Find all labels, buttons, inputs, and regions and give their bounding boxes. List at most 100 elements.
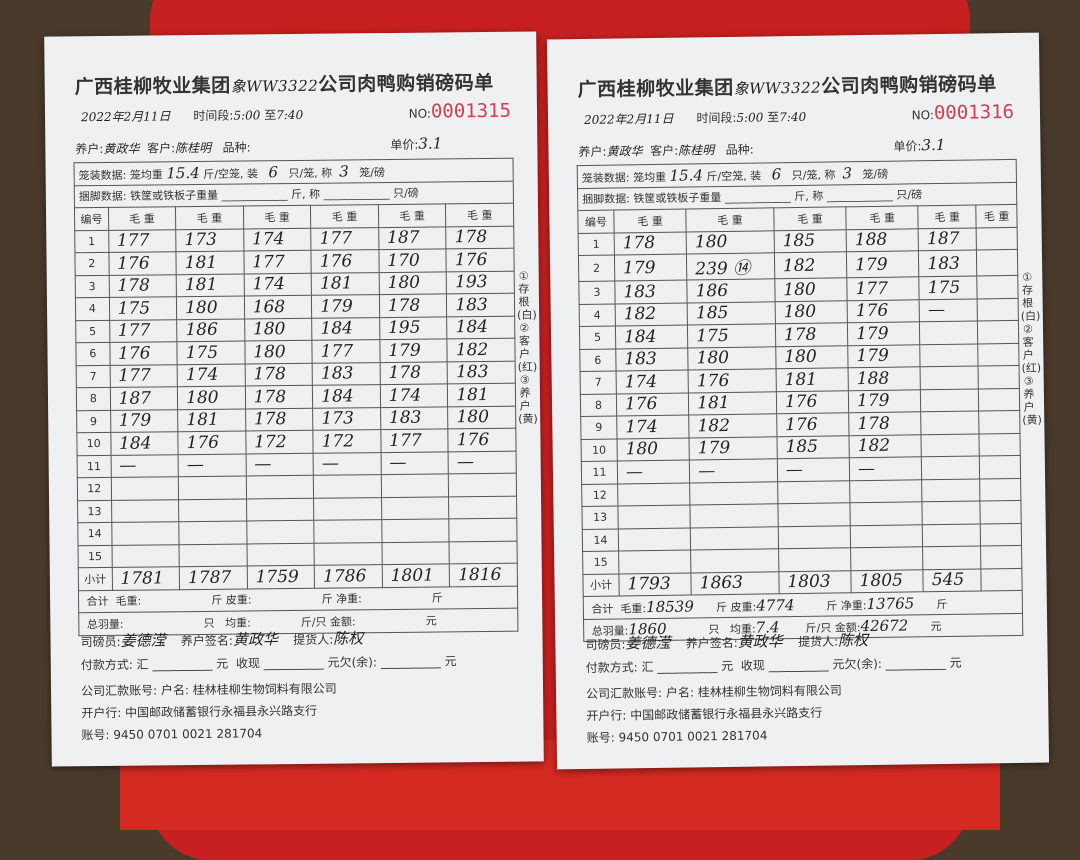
row-number: 15 xyxy=(583,551,619,574)
weight-cell: 179 xyxy=(689,436,777,460)
weight-cell xyxy=(179,499,247,522)
weight-cell: 180 xyxy=(244,318,312,341)
weight-cell xyxy=(850,479,923,503)
weight-cell: 182 xyxy=(689,414,777,438)
subtotal-cell: 1805 xyxy=(851,569,924,593)
weight-cell: 177 xyxy=(109,319,177,342)
weigher-label: 司磅员: xyxy=(80,635,120,649)
weight-cell: — xyxy=(178,454,246,477)
cash-label: 收现 xyxy=(236,656,260,670)
row-number: 1 xyxy=(75,230,109,253)
unit: 斤 xyxy=(321,593,332,606)
time-to: 7:40 xyxy=(779,110,806,124)
weight-cell xyxy=(923,546,981,569)
weight-cell xyxy=(979,455,1020,478)
row-number: 5 xyxy=(76,320,110,343)
weight-cell: 195 xyxy=(379,316,447,339)
time-from: 5:00 xyxy=(233,108,260,122)
per-cage: 6 xyxy=(268,163,278,181)
weight-cell xyxy=(980,500,1021,523)
weight-cell: 172 xyxy=(313,430,381,453)
weight-cell xyxy=(978,320,1019,343)
breed-label: 品种: xyxy=(726,143,754,157)
customer-value: 陈桂明 xyxy=(175,141,211,155)
weight-cell xyxy=(449,473,517,496)
date-time-line: 2022年2月11日 时间段:5:00 至7:40 xyxy=(81,106,303,125)
subtotal-cell: 1786 xyxy=(314,565,382,588)
weight-cell: 180 xyxy=(776,345,849,369)
weight-cell xyxy=(977,249,1018,276)
weight-cell: 180 xyxy=(177,296,245,319)
row-number: 12 xyxy=(77,477,111,500)
weight-cell: 179 xyxy=(848,344,921,368)
weight-cell: 183 xyxy=(616,348,689,372)
weight-cell: — xyxy=(617,460,690,484)
subtotal-cell: 545 xyxy=(923,568,981,591)
serial-number: NO:0001315 xyxy=(409,100,512,123)
cage-label: 笼/磅 xyxy=(359,166,385,179)
weight-cell: 181 xyxy=(311,272,379,295)
weight-cell: 177 xyxy=(110,364,178,387)
weight-cell xyxy=(977,298,1018,321)
weight-cell: 180 xyxy=(688,346,776,370)
owe-label: 元欠(余): xyxy=(832,657,882,672)
cage-label: 斤/空笼, 装 xyxy=(706,169,761,183)
unit: 元 xyxy=(216,657,228,671)
weight-cell: 175 xyxy=(919,276,977,299)
weight-cell xyxy=(980,523,1021,546)
weight-cell: 181 xyxy=(178,409,246,432)
weight-cell xyxy=(778,525,851,549)
customer-label: 客户: xyxy=(147,141,175,155)
weight-cell: 179 xyxy=(848,322,921,346)
weight-cell: 181 xyxy=(689,391,777,415)
title-handwritten-code: 象WW3322 xyxy=(734,79,822,98)
weight-cell: 175 xyxy=(688,324,776,348)
unit: 元 xyxy=(930,620,941,633)
farmer-sign-label: 养户签名: xyxy=(686,636,738,651)
weight-cell: 173 xyxy=(176,229,244,252)
weight-cell xyxy=(778,548,851,572)
time-label: 时间段: xyxy=(696,111,736,126)
weight-cell: 180 xyxy=(617,438,690,462)
tare-label: 皮重: xyxy=(731,600,757,613)
price-label: 单价: xyxy=(390,138,418,152)
weight-cell xyxy=(382,519,450,542)
unit: 元 xyxy=(721,659,733,673)
per-cage: 6 xyxy=(772,165,782,183)
farmer-signature: 黄政华 xyxy=(233,630,278,648)
row-number: 13 xyxy=(582,506,618,529)
weight-cell: 177 xyxy=(108,229,176,252)
signature-line: 司磅员:姜德滢 养户签名:黄政华 提货人:陈权 xyxy=(585,629,868,654)
copy-legend: ①存根(白) ②客户(红) ③养户(黄) xyxy=(1020,271,1036,427)
weight-cell: 180 xyxy=(448,406,516,429)
serial-value: 0001315 xyxy=(431,100,511,123)
total-label: 合计 xyxy=(87,595,109,608)
row-number: 2 xyxy=(578,255,614,281)
weight-cell: 179 xyxy=(614,254,687,281)
picker-signature: 陈权 xyxy=(333,629,363,647)
row-number: 8 xyxy=(76,387,110,410)
weight-cell: 183 xyxy=(447,293,515,316)
picker-label: 提货人: xyxy=(798,634,838,649)
row-number: 13 xyxy=(78,500,112,523)
weight-cell xyxy=(179,544,247,567)
slip-title: 广西桂柳牧业集团象WW3322公司肉鸭购销磅码单 xyxy=(577,69,996,102)
weight-cell xyxy=(851,547,924,571)
weight-cell xyxy=(381,474,449,497)
unit: 斤 xyxy=(716,601,727,614)
account-name: 公司汇款账号: 户名: 桂林桂柳生物饲料有限公司 xyxy=(586,681,842,702)
row-number: 7 xyxy=(580,371,616,394)
weight-cell: 180 xyxy=(775,300,848,324)
weight-cell xyxy=(920,366,978,389)
weight-cell xyxy=(690,504,778,528)
col-weight-header: 毛 重 xyxy=(774,207,847,231)
bank-name: 开户行: 中国邮政储蓄银行永福县永兴路支行 xyxy=(586,704,822,724)
weight-cell xyxy=(619,550,692,574)
weight-cell xyxy=(980,478,1021,501)
weight-cell: — xyxy=(919,298,977,321)
weight-cell xyxy=(618,505,691,529)
subtotal-cell: 1793 xyxy=(619,573,692,597)
weight-cell xyxy=(979,388,1020,411)
row-number: 7 xyxy=(76,365,110,388)
